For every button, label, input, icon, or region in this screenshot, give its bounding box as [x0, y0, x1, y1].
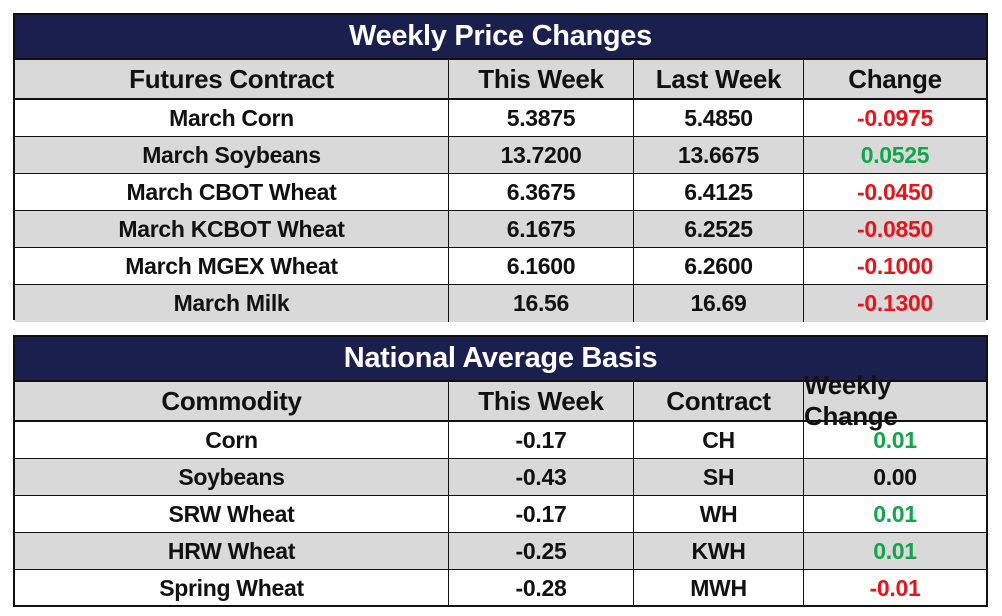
contract-cell: SH [634, 459, 804, 495]
contract-cell: March Corn [15, 100, 449, 136]
change-cell: -0.0975 [857, 104, 933, 131]
this-week-cell: 6.1675 [449, 211, 634, 247]
this-week-cell: 16.56 [449, 285, 634, 322]
contract-cell: MWH [634, 570, 804, 607]
table-row: Corn -0.17 CH 0.01 [15, 422, 986, 459]
contract-cell: WH [634, 496, 804, 532]
this-week-cell: -0.17 [449, 496, 634, 532]
table-row: March Milk 16.56 16.69 -0.1300 [15, 285, 986, 322]
column-header-contract: Contract [634, 382, 804, 420]
this-week-cell: 13.7200 [449, 137, 634, 173]
this-week-cell: -0.17 [449, 422, 634, 458]
commodity-cell: SRW Wheat [15, 496, 449, 532]
this-week-cell: -0.28 [449, 570, 634, 607]
contract-cell: CH [634, 422, 804, 458]
contract-cell: March Soybeans [15, 137, 449, 173]
last-week-cell: 16.69 [634, 285, 804, 322]
column-header-commodity: Commodity [15, 382, 449, 420]
change-cell: 0.0525 [860, 141, 930, 168]
national-average-basis-table: National Average Basis Commodity This We… [13, 335, 988, 607]
this-week-cell: 5.3875 [449, 100, 634, 136]
weekly-change-cell: 0.01 [873, 537, 917, 564]
commodity-cell: Corn [15, 422, 449, 458]
weekly-change-cell: 0.00 [873, 463, 917, 490]
this-week-cell: -0.25 [449, 533, 634, 569]
table-header-row: Futures Contract This Week Last Week Cha… [15, 60, 986, 100]
column-header-change: Change [848, 63, 942, 94]
last-week-cell: 6.4125 [634, 174, 804, 210]
commodity-cell: Soybeans [15, 459, 449, 495]
table-row: HRW Wheat -0.25 KWH 0.01 [15, 533, 986, 570]
table-row: March Corn 5.3875 5.4850 -0.0975 [15, 100, 986, 137]
this-week-cell: 6.3675 [449, 174, 634, 210]
this-week-cell: -0.43 [449, 459, 634, 495]
contract-cell: KWH [634, 533, 804, 569]
table-row: March Soybeans 13.7200 13.6675 0.0525 [15, 137, 986, 174]
column-header-futures-contract: Futures Contract [15, 60, 449, 98]
change-cell: -0.1300 [857, 290, 933, 316]
column-header-weekly-change: Weekly Change [804, 370, 898, 431]
last-week-cell: 6.2600 [634, 248, 804, 284]
table-row: Soybeans -0.43 SH 0.00 [15, 459, 986, 496]
contract-cell: March CBOT Wheat [15, 174, 449, 210]
weekly-price-changes-title: Weekly Price Changes [15, 15, 986, 60]
contract-cell: March KCBOT Wheat [15, 211, 449, 247]
column-header-this-week: This Week [449, 382, 634, 420]
weekly-change-cell: 0.01 [873, 426, 917, 453]
weekly-change-cell: 0.01 [873, 500, 917, 527]
change-cell: -0.0450 [857, 178, 933, 205]
table-row: March KCBOT Wheat 6.1675 6.2525 -0.0850 [15, 211, 986, 248]
change-cell: -0.1000 [857, 252, 933, 279]
national-average-basis-title: National Average Basis [15, 337, 986, 382]
last-week-cell: 5.4850 [634, 100, 804, 136]
last-week-cell: 6.2525 [634, 211, 804, 247]
change-cell: -0.0850 [857, 215, 933, 242]
weekly-price-changes-table: Weekly Price Changes Futures Contract Th… [13, 13, 988, 322]
commodity-cell: HRW Wheat [15, 533, 449, 569]
weekly-change-cell: -0.01 [869, 575, 921, 601]
table-row: March CBOT Wheat 6.3675 6.4125 -0.0450 [15, 174, 986, 211]
contract-cell: March MGEX Wheat [15, 248, 449, 284]
table-row: SRW Wheat -0.17 WH 0.01 [15, 496, 986, 533]
column-header-this-week: This Week [449, 60, 634, 98]
commodity-cell: Spring Wheat [15, 570, 449, 607]
table-row: March MGEX Wheat 6.1600 6.2600 -0.1000 [15, 248, 986, 285]
column-header-last-week: Last Week [634, 60, 804, 98]
table-header-row: Commodity This Week Contract Weekly Chan… [15, 370, 986, 431]
this-week-cell: 6.1600 [449, 248, 634, 284]
table-row: Spring Wheat -0.28 MWH -0.01 [15, 570, 986, 607]
contract-cell: March Milk [15, 285, 449, 322]
last-week-cell: 13.6675 [634, 137, 804, 173]
